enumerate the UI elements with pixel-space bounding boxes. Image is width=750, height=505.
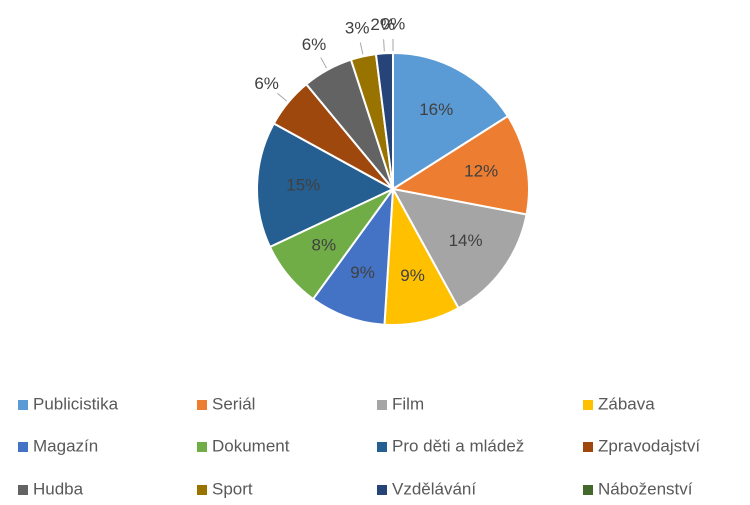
legend-swatch — [377, 400, 387, 410]
leader-line — [359, 42, 364, 55]
data-label: 6% — [302, 35, 327, 54]
legend-swatch — [18, 442, 28, 452]
legend-swatch — [197, 400, 207, 410]
legend-label: Seriál — [212, 394, 255, 413]
legend-label: Vzdělávání — [392, 479, 476, 498]
data-label: 8% — [312, 236, 337, 255]
legend-label: Sport — [212, 479, 253, 498]
leader-line — [320, 57, 327, 69]
pie-slice — [391, 187, 528, 310]
legend-swatch — [583, 400, 593, 410]
leader-line — [383, 39, 385, 52]
legend-label: Dokument — [212, 436, 290, 455]
pie-slice — [392, 51, 510, 191]
legend-label: Magazín — [33, 436, 98, 455]
legend-label: Film — [392, 394, 424, 413]
pie-slice — [256, 122, 396, 249]
data-label: 15% — [286, 176, 320, 195]
data-label: 9% — [350, 263, 375, 282]
legend-swatch — [197, 442, 207, 452]
leader-line — [277, 93, 287, 102]
legend-swatch — [18, 400, 28, 410]
legend-swatch — [377, 485, 387, 495]
legend-label: Hudba — [33, 479, 84, 498]
data-label: 16% — [419, 100, 453, 119]
data-label: 2% — [370, 15, 395, 34]
data-label: 9% — [400, 266, 425, 285]
legend-swatch — [583, 485, 593, 495]
legend-label: Náboženství — [598, 479, 693, 498]
legend-swatch — [18, 485, 28, 495]
legend-label: Zpravodajství — [598, 436, 700, 455]
data-label: 14% — [449, 231, 483, 250]
legend-label: Publicistika — [33, 394, 119, 413]
data-label: 0% — [381, 14, 406, 33]
legend-swatch — [583, 442, 593, 452]
legend-label: Zábava — [598, 394, 655, 413]
data-label: 6% — [254, 74, 279, 93]
legend-swatch — [197, 485, 207, 495]
legend-label: Pro děti a mládež — [392, 436, 524, 455]
pie-slice — [390, 114, 530, 216]
legend-swatch — [377, 442, 387, 452]
data-label: 12% — [464, 162, 498, 181]
data-label: 3% — [345, 18, 370, 37]
